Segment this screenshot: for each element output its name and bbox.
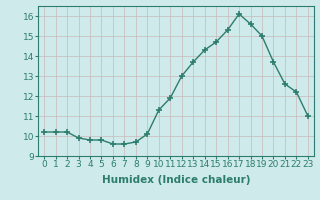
X-axis label: Humidex (Indice chaleur): Humidex (Indice chaleur) — [102, 175, 250, 185]
